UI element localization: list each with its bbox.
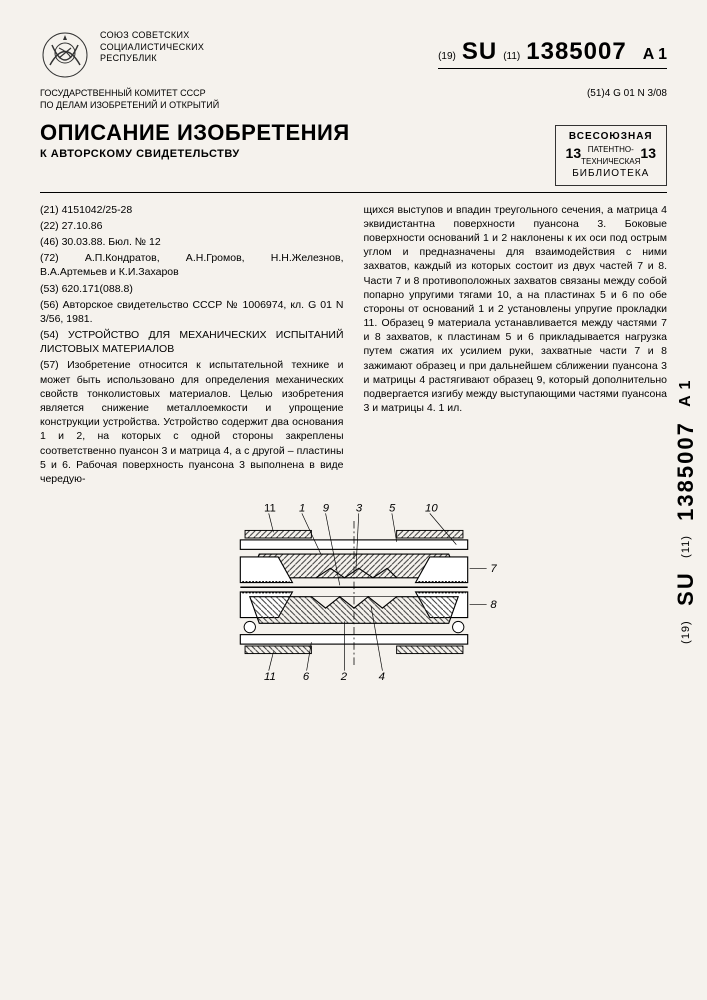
- committee-text: ГОСУДАРСТВЕННЫЙ КОМИТЕТ СССР ПО ДЕЛАМ ИЗ…: [40, 88, 219, 111]
- svg-text:10: 10: [425, 502, 438, 514]
- union-text: СОЮЗ СОВЕТСКИХ СОЦИАЛИСТИЧЕСКИХ РЕСПУБЛИ…: [100, 30, 204, 65]
- svg-text:8: 8: [490, 599, 497, 611]
- svg-text:4: 4: [378, 671, 384, 682]
- svg-text:6: 6: [302, 671, 309, 682]
- svg-text:3: 3: [355, 502, 362, 514]
- svg-text:2: 2: [339, 671, 347, 682]
- technical-figure: 11 1 9 3 5 10 7 8 11 6 2 4: [40, 502, 667, 687]
- library-stamp: ВСЕСОЮЗНАЯ 13 ПАТЕНТНО- ТЕХНИЧЕСКАЯ 13 Б…: [555, 125, 667, 185]
- left-column: (21) 4151042/25-28 (22) 27.10.86 (46) 30…: [40, 203, 344, 488]
- side-document-number: (19) SU (11) 1385007 A 1: [673, 380, 699, 644]
- classification-code: (51)4 G 01 N 3/08: [587, 88, 667, 111]
- svg-text:1: 1: [299, 502, 305, 514]
- document-number: (19) SU (11) 1385007 A 1: [438, 38, 667, 69]
- subtitle: К АВТОРСКОМУ СВИДЕТЕЛЬСТВУ: [40, 148, 350, 160]
- main-title: ОПИСАНИЕ ИЗОБРЕТЕНИЯ: [40, 121, 350, 145]
- ussr-emblem-icon: [40, 30, 90, 80]
- right-column: щихся выступов и впадин треугольного сеч…: [364, 203, 668, 488]
- svg-text:11: 11: [264, 671, 276, 682]
- body-columns: (21) 4151042/25-28 (22) 27.10.86 (46) 30…: [40, 203, 667, 488]
- emblem-block: СОЮЗ СОВЕТСКИХ СОЦИАЛИСТИЧЕСКИХ РЕСПУБЛИ…: [40, 30, 204, 80]
- svg-text:7: 7: [490, 563, 497, 575]
- svg-text:9: 9: [322, 502, 329, 514]
- fig-label: 11: [264, 502, 276, 514]
- svg-text:5: 5: [389, 502, 396, 514]
